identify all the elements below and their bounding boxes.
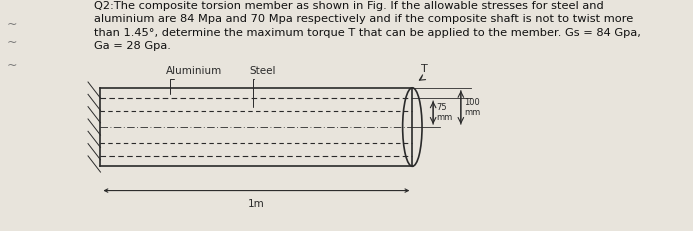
Text: ~: ~ bbox=[7, 59, 17, 72]
Text: Aluminium: Aluminium bbox=[166, 66, 222, 76]
Text: T: T bbox=[421, 64, 428, 74]
Text: 100
mm: 100 mm bbox=[464, 98, 480, 117]
Text: 75
mm: 75 mm bbox=[437, 103, 453, 122]
Text: Q2:The composite torsion member as shown in Fig. If the allowable stresses for s: Q2:The composite torsion member as shown… bbox=[94, 1, 640, 51]
Text: ~: ~ bbox=[7, 18, 17, 31]
Text: ~: ~ bbox=[7, 36, 17, 49]
Text: 1m: 1m bbox=[248, 199, 265, 209]
Text: Steel: Steel bbox=[249, 66, 276, 76]
